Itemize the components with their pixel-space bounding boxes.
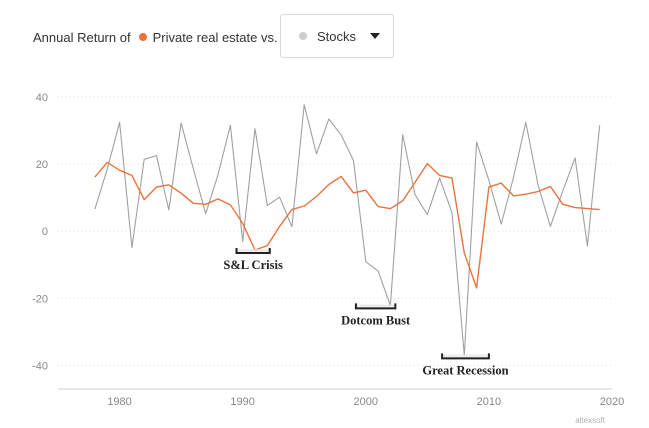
- series-lines: [94, 104, 601, 356]
- x-tick-label: 2020: [600, 396, 624, 408]
- x-tick-label: 2000: [354, 396, 378, 408]
- x-tick-label: 2010: [477, 396, 501, 408]
- y-tick-label: -40: [32, 360, 48, 372]
- annotation-bracket: [354, 303, 397, 310]
- annotation: Great Recession: [422, 353, 509, 377]
- grid-lines: [58, 96, 612, 366]
- y-tick-label: 40: [36, 92, 48, 104]
- annotation: S&L Crisis: [223, 247, 283, 272]
- stocks-series-line: [94, 104, 601, 356]
- stocks-legend-dot: [299, 32, 307, 40]
- annotations: S&L Crisis Dotcom Bust Great Recession: [223, 247, 509, 377]
- y-tick-label: 20: [36, 159, 48, 171]
- annotation-band: [355, 304, 396, 309]
- y-tick-label: -20: [32, 293, 48, 305]
- header-prefix: Annual Return of: [33, 29, 131, 45]
- annotation-bracket: [235, 247, 271, 254]
- y-axis-ticks: 40 20 0 -20 -40: [32, 92, 48, 373]
- real-estate-legend-dot: [138, 33, 147, 41]
- x-tick-label: 1980: [107, 396, 131, 408]
- real-estate-series-line: [94, 161, 600, 289]
- annotation-label: Great Recession: [422, 363, 508, 377]
- real-estate-legend-label: Private real estate vs.: [152, 29, 278, 45]
- annotation-label: Dotcom Bust: [341, 313, 411, 327]
- annotation-band: [442, 354, 489, 359]
- annotation-bracket: [441, 353, 490, 360]
- x-axis-ticks: 1980 1990 2000 2010 2020: [107, 396, 624, 408]
- annotation: Dotcom Bust: [341, 303, 411, 327]
- watermark: altexsoft: [575, 416, 606, 425]
- dropdown-selected-label: Stocks: [317, 28, 357, 44]
- comparison-dropdown[interactable]: Stocks: [280, 14, 394, 58]
- x-tick-label: 1990: [230, 396, 254, 408]
- y-tick-label: 0: [42, 226, 48, 238]
- annotation-label: S&L Crisis: [223, 258, 283, 272]
- chevron-down-icon[interactable]: [370, 33, 381, 39]
- annotation-band: [236, 248, 270, 253]
- chart-header: Annual Return of Private real estate vs.: [33, 15, 278, 59]
